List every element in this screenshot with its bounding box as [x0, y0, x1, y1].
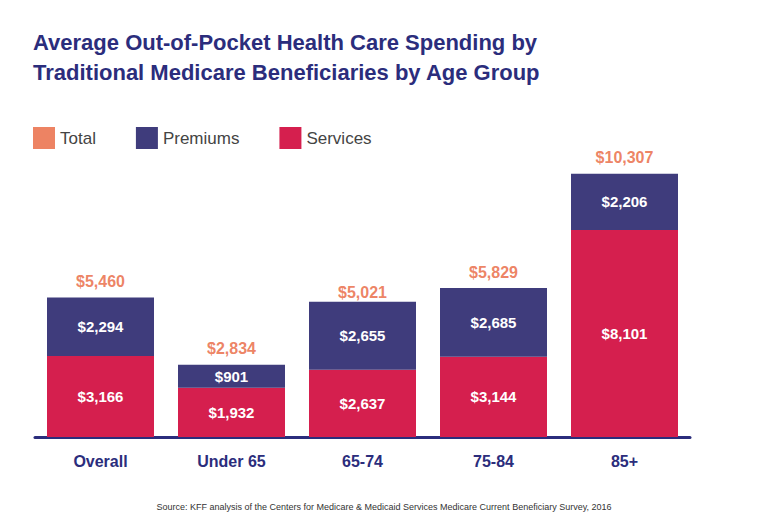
svg-text:$2,834: $2,834: [207, 340, 256, 357]
svg-text:Source: KFF analysis of the Ce: Source: KFF analysis of the Centers for …: [156, 502, 611, 512]
svg-text:$2,294: $2,294: [78, 318, 125, 335]
svg-text:Premiums: Premiums: [163, 129, 240, 148]
svg-text:$901: $901: [215, 368, 248, 385]
svg-text:$2,206: $2,206: [602, 193, 648, 210]
svg-text:$3,166: $3,166: [78, 388, 124, 405]
svg-text:$5,829: $5,829: [469, 264, 518, 281]
svg-text:$5,021: $5,021: [338, 284, 387, 301]
svg-text:Overall: Overall: [73, 453, 127, 470]
svg-text:Under 65: Under 65: [197, 453, 266, 470]
svg-text:$1,932: $1,932: [209, 404, 255, 421]
svg-text:Traditional Medicare Beneficia: Traditional Medicare Beneficiaries by Ag…: [33, 60, 540, 85]
svg-text:Average Out-of-Pocket Health C: Average Out-of-Pocket Health Care Spendi…: [33, 30, 543, 55]
svg-text:75-84: 75-84: [473, 453, 514, 470]
svg-text:Services: Services: [306, 129, 371, 148]
svg-text:85+: 85+: [611, 453, 638, 470]
svg-text:$5,460: $5,460: [76, 273, 125, 290]
svg-text:$10,307: $10,307: [596, 149, 654, 166]
svg-text:$2,637: $2,637: [340, 395, 386, 412]
svg-text:65-74: 65-74: [342, 453, 383, 470]
svg-text:Total: Total: [60, 129, 96, 148]
svg-text:$2,685: $2,685: [471, 314, 517, 331]
svg-text:$2,655: $2,655: [340, 327, 386, 344]
svg-text:$8,101: $8,101: [602, 325, 648, 342]
svg-text:$3,144: $3,144: [471, 388, 518, 405]
